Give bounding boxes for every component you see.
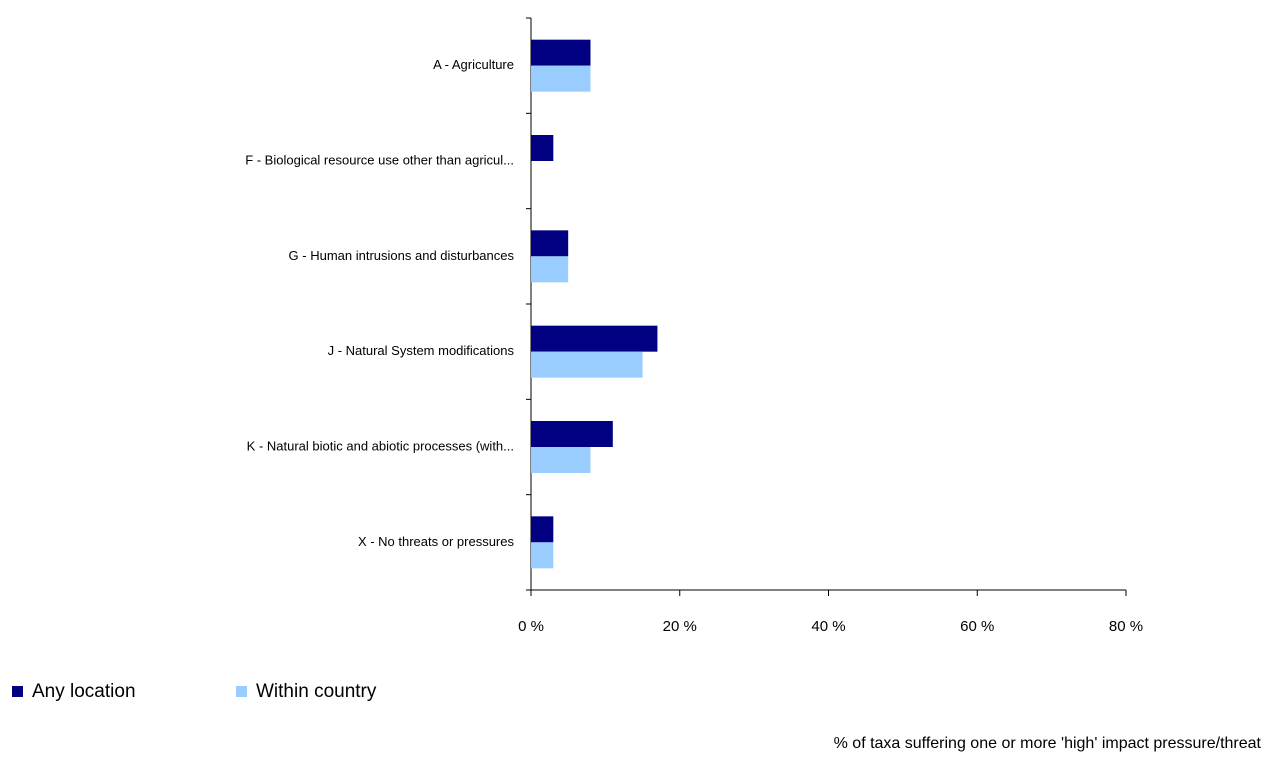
bar: [531, 39, 591, 66]
x-tick-label: 20 %: [663, 618, 697, 635]
x-tick-label: 60 %: [960, 618, 994, 635]
bar: [531, 542, 554, 569]
x-tick-label: 0 %: [518, 618, 544, 635]
x-tick-label: 40 %: [811, 618, 845, 635]
x-tick-label: 80 %: [1109, 618, 1143, 635]
legend-label: Within country: [256, 681, 377, 702]
legend-swatch: [12, 686, 23, 697]
bar: [531, 230, 569, 257]
category-label: K - Natural biotic and abiotic processes…: [247, 438, 514, 453]
category-label: J - Natural System modifications: [328, 343, 515, 358]
legend-swatch: [236, 686, 247, 697]
legend-label: Any location: [32, 681, 136, 702]
category-label: G - Human intrusions and disturbances: [289, 248, 515, 263]
category-label: A - Agriculture: [433, 57, 514, 72]
bar: [531, 516, 554, 543]
bar: [531, 421, 613, 447]
category-label: F - Biological resource use other than a…: [245, 152, 514, 167]
bar: [531, 256, 569, 283]
bar: [531, 65, 591, 92]
bar: [531, 325, 658, 352]
category-label: X - No threats or pressures: [358, 534, 515, 549]
bar: [531, 135, 554, 161]
x-axis-label: % of taxa suffering one or more 'high' i…: [834, 735, 1262, 752]
bar: [531, 351, 643, 378]
bar: [531, 447, 591, 473]
